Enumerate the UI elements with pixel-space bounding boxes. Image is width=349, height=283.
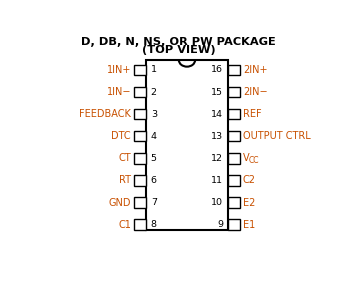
Text: 13: 13 — [211, 132, 223, 141]
Text: RT: RT — [119, 175, 131, 185]
Text: C1: C1 — [118, 220, 131, 230]
Text: 7: 7 — [151, 198, 157, 207]
Text: 4: 4 — [151, 132, 157, 141]
Text: D, DB, N, NS, OR PW PACKAGE: D, DB, N, NS, OR PW PACKAGE — [81, 37, 276, 47]
Bar — [134, 197, 147, 208]
Text: 11: 11 — [211, 176, 223, 185]
Bar — [134, 87, 147, 97]
Text: 2IN−: 2IN− — [243, 87, 268, 97]
Text: 1: 1 — [151, 65, 157, 74]
Text: 2IN+: 2IN+ — [243, 65, 267, 75]
Text: REF: REF — [243, 109, 262, 119]
Text: 5: 5 — [151, 154, 157, 163]
Text: CC: CC — [249, 156, 259, 166]
Text: 12: 12 — [211, 154, 223, 163]
Bar — [228, 131, 240, 142]
Text: 3: 3 — [151, 110, 157, 119]
Text: E1: E1 — [243, 220, 255, 230]
Text: DTC: DTC — [111, 131, 131, 141]
Bar — [134, 65, 147, 75]
Text: 6: 6 — [151, 176, 157, 185]
Bar — [134, 219, 147, 230]
Bar — [134, 131, 147, 142]
Text: 16: 16 — [211, 65, 223, 74]
Text: 15: 15 — [211, 87, 223, 97]
Text: 2: 2 — [151, 87, 157, 97]
Bar — [228, 65, 240, 75]
Text: 1IN+: 1IN+ — [106, 65, 131, 75]
Text: FEEDBACK: FEEDBACK — [79, 109, 131, 119]
Bar — [228, 219, 240, 230]
Bar — [228, 87, 240, 97]
Text: E2: E2 — [243, 198, 255, 207]
Bar — [228, 175, 240, 186]
Bar — [228, 109, 240, 119]
Bar — [134, 109, 147, 119]
Text: 14: 14 — [211, 110, 223, 119]
Bar — [134, 153, 147, 164]
Text: 1IN−: 1IN− — [106, 87, 131, 97]
Text: 9: 9 — [217, 220, 223, 229]
Text: 8: 8 — [151, 220, 157, 229]
Text: OUTPUT CTRL: OUTPUT CTRL — [243, 131, 311, 141]
Bar — [134, 175, 147, 186]
Bar — [147, 60, 228, 230]
Text: GND: GND — [109, 198, 131, 207]
Bar — [228, 197, 240, 208]
Text: CT: CT — [118, 153, 131, 163]
Text: C2: C2 — [243, 175, 256, 185]
Text: V: V — [243, 153, 250, 163]
Text: 10: 10 — [211, 198, 223, 207]
Text: (TOP VIEW): (TOP VIEW) — [142, 45, 216, 55]
Bar — [228, 153, 240, 164]
